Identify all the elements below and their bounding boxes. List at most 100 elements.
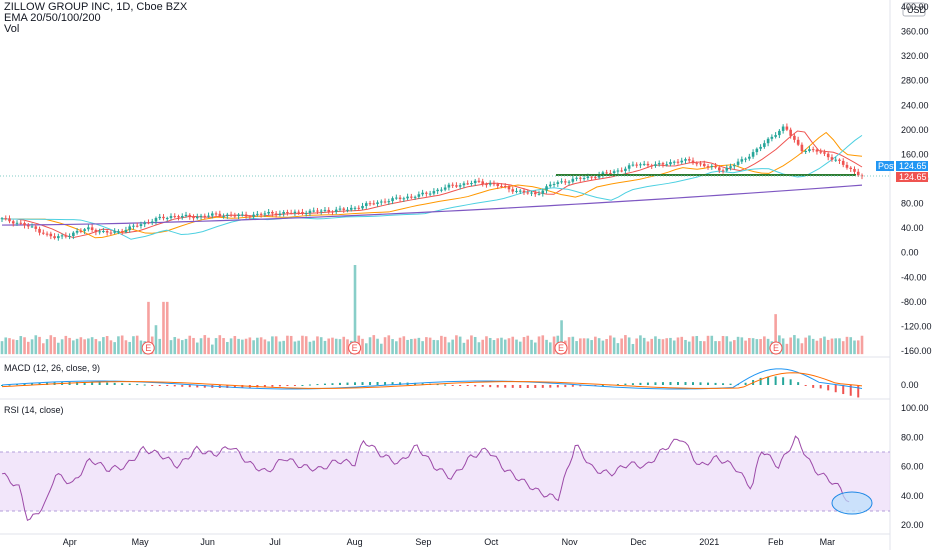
candle-body [556,182,560,184]
candle-body [466,183,469,185]
candle-body [455,185,458,187]
volume-bar [293,341,297,355]
volume-bar [635,338,638,355]
candle-body [823,152,826,154]
volume-bar [605,339,608,355]
macd-histogram-bar [444,384,447,386]
candle-body [669,162,672,165]
candle-body [725,167,729,171]
macd-histogram-bar [511,385,514,388]
macd-histogram-bar [436,384,439,386]
macd-histogram-bar [384,382,387,385]
candle-body [177,216,180,218]
macd-histogram-bar [789,379,792,385]
candle-body [308,210,312,214]
candle-body [781,126,785,131]
volume-bar [391,339,394,355]
volume-bar [650,338,653,355]
candle-body [845,164,849,168]
candle-body [327,209,331,212]
volume-bar [177,338,180,355]
volume-bar [87,338,90,355]
volume-bar [676,337,680,355]
volume-bar [526,335,530,355]
volume-bar [485,336,488,355]
candle-body [68,235,71,237]
volume-bar [64,335,68,355]
volume-bar [567,337,571,355]
candle-body [425,192,428,194]
volume-bar [669,337,672,355]
price-tick: -80.00 [901,297,927,307]
candle-body [443,187,447,190]
candle-body [23,223,26,226]
candle-body [496,183,500,186]
rsi-highlight-ellipse[interactable] [831,491,873,515]
macd-histogram-bar [601,384,604,386]
volume-bar [860,335,864,355]
volume-bar [286,335,289,355]
candle-body [357,207,361,209]
volume-bar [244,338,248,355]
candle-body [684,159,687,161]
macd-histogram-bar [782,377,785,385]
macd-histogram-bar [526,385,529,388]
candle-body [785,126,789,130]
volume-bar [222,338,225,355]
candle-body [413,196,417,198]
volume-bar [845,336,849,355]
volume-bar [582,338,586,355]
volume-bar [304,336,308,355]
candle-body [109,232,113,234]
volume-bar [79,337,83,355]
candle-body [380,201,383,203]
macd-histogram-bar [301,384,304,386]
macd-histogram-bar [106,382,109,385]
price-tick: 200.00 [901,125,929,135]
volume-bar [327,338,331,355]
macd-histogram-bar [684,382,687,385]
volume-bar [410,338,413,355]
volume-bar [579,338,582,355]
candle-body [293,211,297,214]
volume-bar [173,337,177,355]
currency-badge[interactable] [902,2,926,17]
macd-histogram-bar [278,385,281,387]
volume-bar [804,337,807,355]
candle-body [605,172,608,174]
macd-histogram-bar [631,383,634,385]
volume-bar [725,336,729,355]
macd-legend: MACD (12, 26, close, 9) [4,363,100,373]
candle-body [4,218,8,220]
volume-bar [180,340,184,355]
candle-body [834,159,838,161]
macd-histogram-bar [699,382,702,385]
volume-bar [402,336,406,355]
candle-body [672,161,676,163]
candle-body [90,227,94,230]
candle-body [590,176,593,178]
volume-bar [763,336,766,355]
candle-body [436,189,439,192]
macd-histogram-bar [346,382,349,385]
rsi-axis-ticks: 100.00 80.00 60.00 40.00 20.00 [901,403,929,530]
macd-histogram-bar [797,382,800,385]
volume-bar [259,337,263,355]
volume-bar [620,338,623,355]
candle-body [135,225,139,227]
candle-body [271,211,274,214]
candle-body [263,213,267,215]
candle-body [19,222,23,224]
candle-body [751,152,755,157]
candle-body [811,149,815,151]
candle-body [282,212,285,214]
volume-bar [113,342,116,355]
volume-bar [714,341,717,355]
macd-histogram-bar [286,385,289,386]
candle-body [154,218,158,222]
candle-body [627,165,631,169]
volume-bar [154,325,158,355]
macd-histogram-bar [616,384,619,386]
candle-body [567,181,571,183]
volume-bar [380,343,383,355]
